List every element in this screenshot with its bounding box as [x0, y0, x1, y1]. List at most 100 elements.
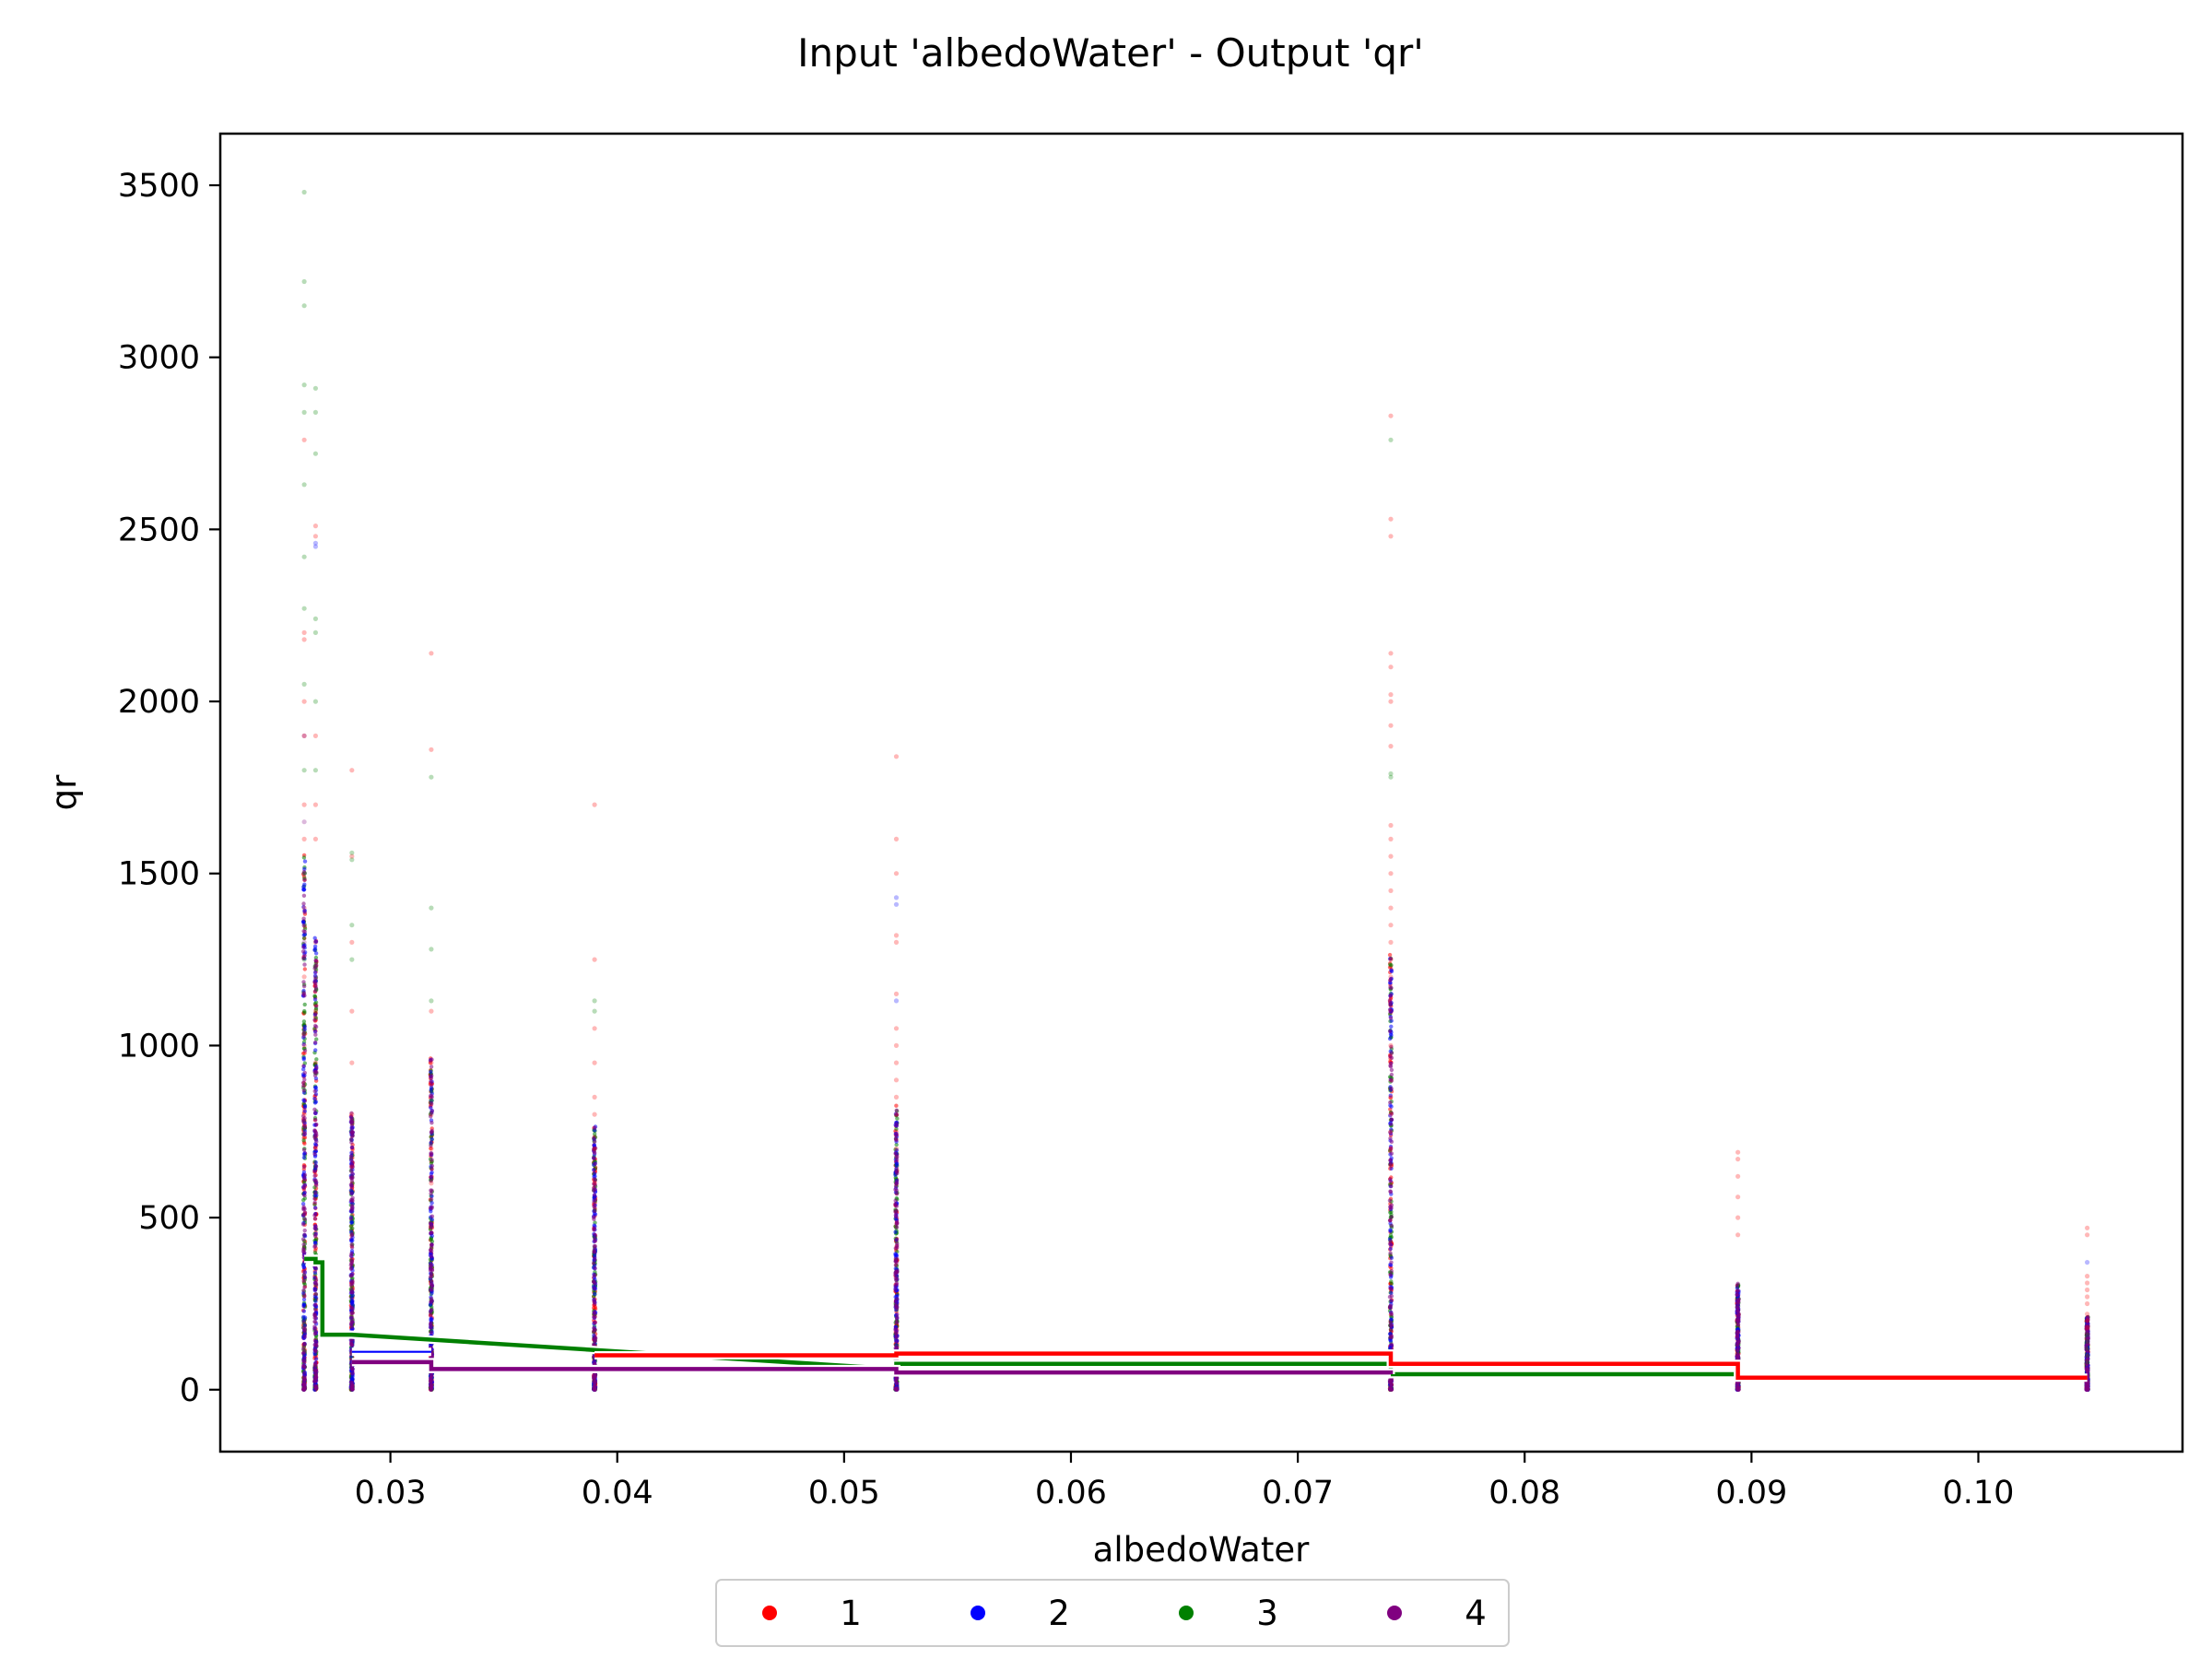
series-4-point: [429, 1179, 433, 1183]
series-2-point: [314, 1295, 319, 1300]
series-3-point: [301, 855, 307, 860]
series-4-point: [301, 956, 306, 961]
series-4-point: [1389, 1269, 1394, 1274]
series-4-point: [894, 1108, 899, 1113]
series-4-point: [300, 1222, 306, 1227]
series-4-point: [1388, 1272, 1393, 1277]
series-1-point: [1388, 1094, 1394, 1100]
series-2-point: [313, 1299, 318, 1304]
series-1-point: [893, 1042, 900, 1048]
series-2-point: [1388, 1229, 1393, 1233]
series-1-point: [429, 1181, 434, 1186]
series-4-point: [349, 1191, 354, 1196]
series-1-point: [2085, 1312, 2090, 1317]
series-2-point: [1389, 1033, 1394, 1038]
series-4-point: [429, 1222, 433, 1227]
series-4-point: [349, 1145, 355, 1150]
y-tick-label: 3000: [118, 340, 200, 377]
series-4-point: [302, 1349, 307, 1354]
series-4-point: [302, 1293, 307, 1299]
series-1-point: [592, 1026, 597, 1031]
series-4-point: [312, 1307, 318, 1312]
series-3-point: [1388, 774, 1394, 780]
series-1-point: [349, 853, 355, 859]
data-column: [428, 1056, 435, 1393]
series-4-point: [301, 1359, 306, 1363]
y-axis: 0 500 1000 1500 2000 2500 3000 3500: [118, 168, 220, 1409]
series-3-point: [895, 1116, 900, 1121]
series-1-point: [1388, 723, 1394, 728]
series-4-point: [429, 1323, 433, 1328]
series-1-point: [1735, 1194, 1741, 1200]
series-2-point: [1389, 1166, 1394, 1171]
series-1-point: [894, 1103, 899, 1108]
series-4-point: [893, 1209, 898, 1214]
series-4-point: [894, 1280, 899, 1286]
series-4-point: [313, 1291, 319, 1297]
series-4-point: [1388, 957, 1394, 961]
series-4-point: [894, 1137, 899, 1142]
series-4-point: [1389, 1287, 1394, 1291]
series-1-point: [429, 1112, 434, 1117]
series-3-point: [313, 1007, 319, 1012]
series-4-point: [301, 819, 307, 825]
legend-marker: [971, 1606, 985, 1620]
series-2-point: [313, 939, 319, 944]
series-4-point: [349, 1231, 355, 1237]
series-4-point: [1389, 1139, 1394, 1145]
series-4-point: [349, 1197, 355, 1203]
series-4-point: [348, 1266, 354, 1271]
series-2-point: [301, 1155, 307, 1160]
series-1-point: [349, 1112, 355, 1117]
series-1-point: [893, 1060, 900, 1065]
series-4-point: [2085, 1353, 2089, 1359]
series-4-point: [429, 1174, 433, 1180]
series-4-point: [1389, 1260, 1394, 1265]
series-1-point: [1387, 952, 1393, 958]
series-4-point: [893, 1303, 899, 1308]
series-4-point: [1735, 1386, 1740, 1391]
series-1-point: [301, 802, 307, 807]
series-2-point: [1388, 1246, 1393, 1252]
series-4-point: [894, 1180, 900, 1184]
series-1-point: [1388, 534, 1394, 539]
series-4-point: [1735, 1288, 1740, 1293]
series-4-point: [429, 1114, 433, 1119]
series-4-point: [348, 1282, 354, 1288]
x-axis-label: albedoWater: [1093, 1530, 1310, 1570]
series-4-point: [312, 1324, 317, 1329]
series-1-point: [429, 1060, 434, 1065]
series-4-point: [301, 1117, 306, 1123]
series-4-point: [301, 929, 306, 934]
series-4-point: [1388, 1251, 1393, 1255]
series-3-point: [349, 857, 355, 863]
series-4-line: [351, 1359, 1394, 1375]
series-4-point: [1388, 1158, 1393, 1163]
series-3-point: [429, 905, 434, 911]
y-tick-label: 3500: [118, 168, 200, 205]
series-2-points: [312, 540, 2090, 1265]
series-4-point: [349, 1126, 354, 1131]
series-4-point: [1735, 1318, 1740, 1323]
series-4-point: [429, 1094, 434, 1099]
series-1-point: [302, 967, 307, 971]
series-1-point: [893, 1077, 900, 1083]
series-1-point: [349, 768, 355, 773]
series-4-point: [1388, 985, 1393, 990]
series-4-point: [312, 1107, 317, 1112]
series-4-point: [312, 1169, 317, 1174]
series-4-point: [429, 1264, 434, 1268]
series-4-point: [592, 1314, 596, 1320]
series-2-point: [312, 971, 318, 975]
series-1-point: [301, 836, 307, 842]
series-4-point: [349, 1169, 354, 1174]
y-tick-label: 2000: [118, 684, 200, 721]
series-1-point: [1388, 1163, 1394, 1169]
series-4-point: [350, 1290, 355, 1295]
series-4-point: [593, 1197, 597, 1202]
series-4-point: [1388, 1303, 1394, 1309]
series-4-point: [302, 994, 307, 998]
series-4-point: [2084, 1345, 2088, 1350]
series-4-point: [1735, 1343, 1740, 1347]
series-4-point: [1389, 1206, 1394, 1210]
